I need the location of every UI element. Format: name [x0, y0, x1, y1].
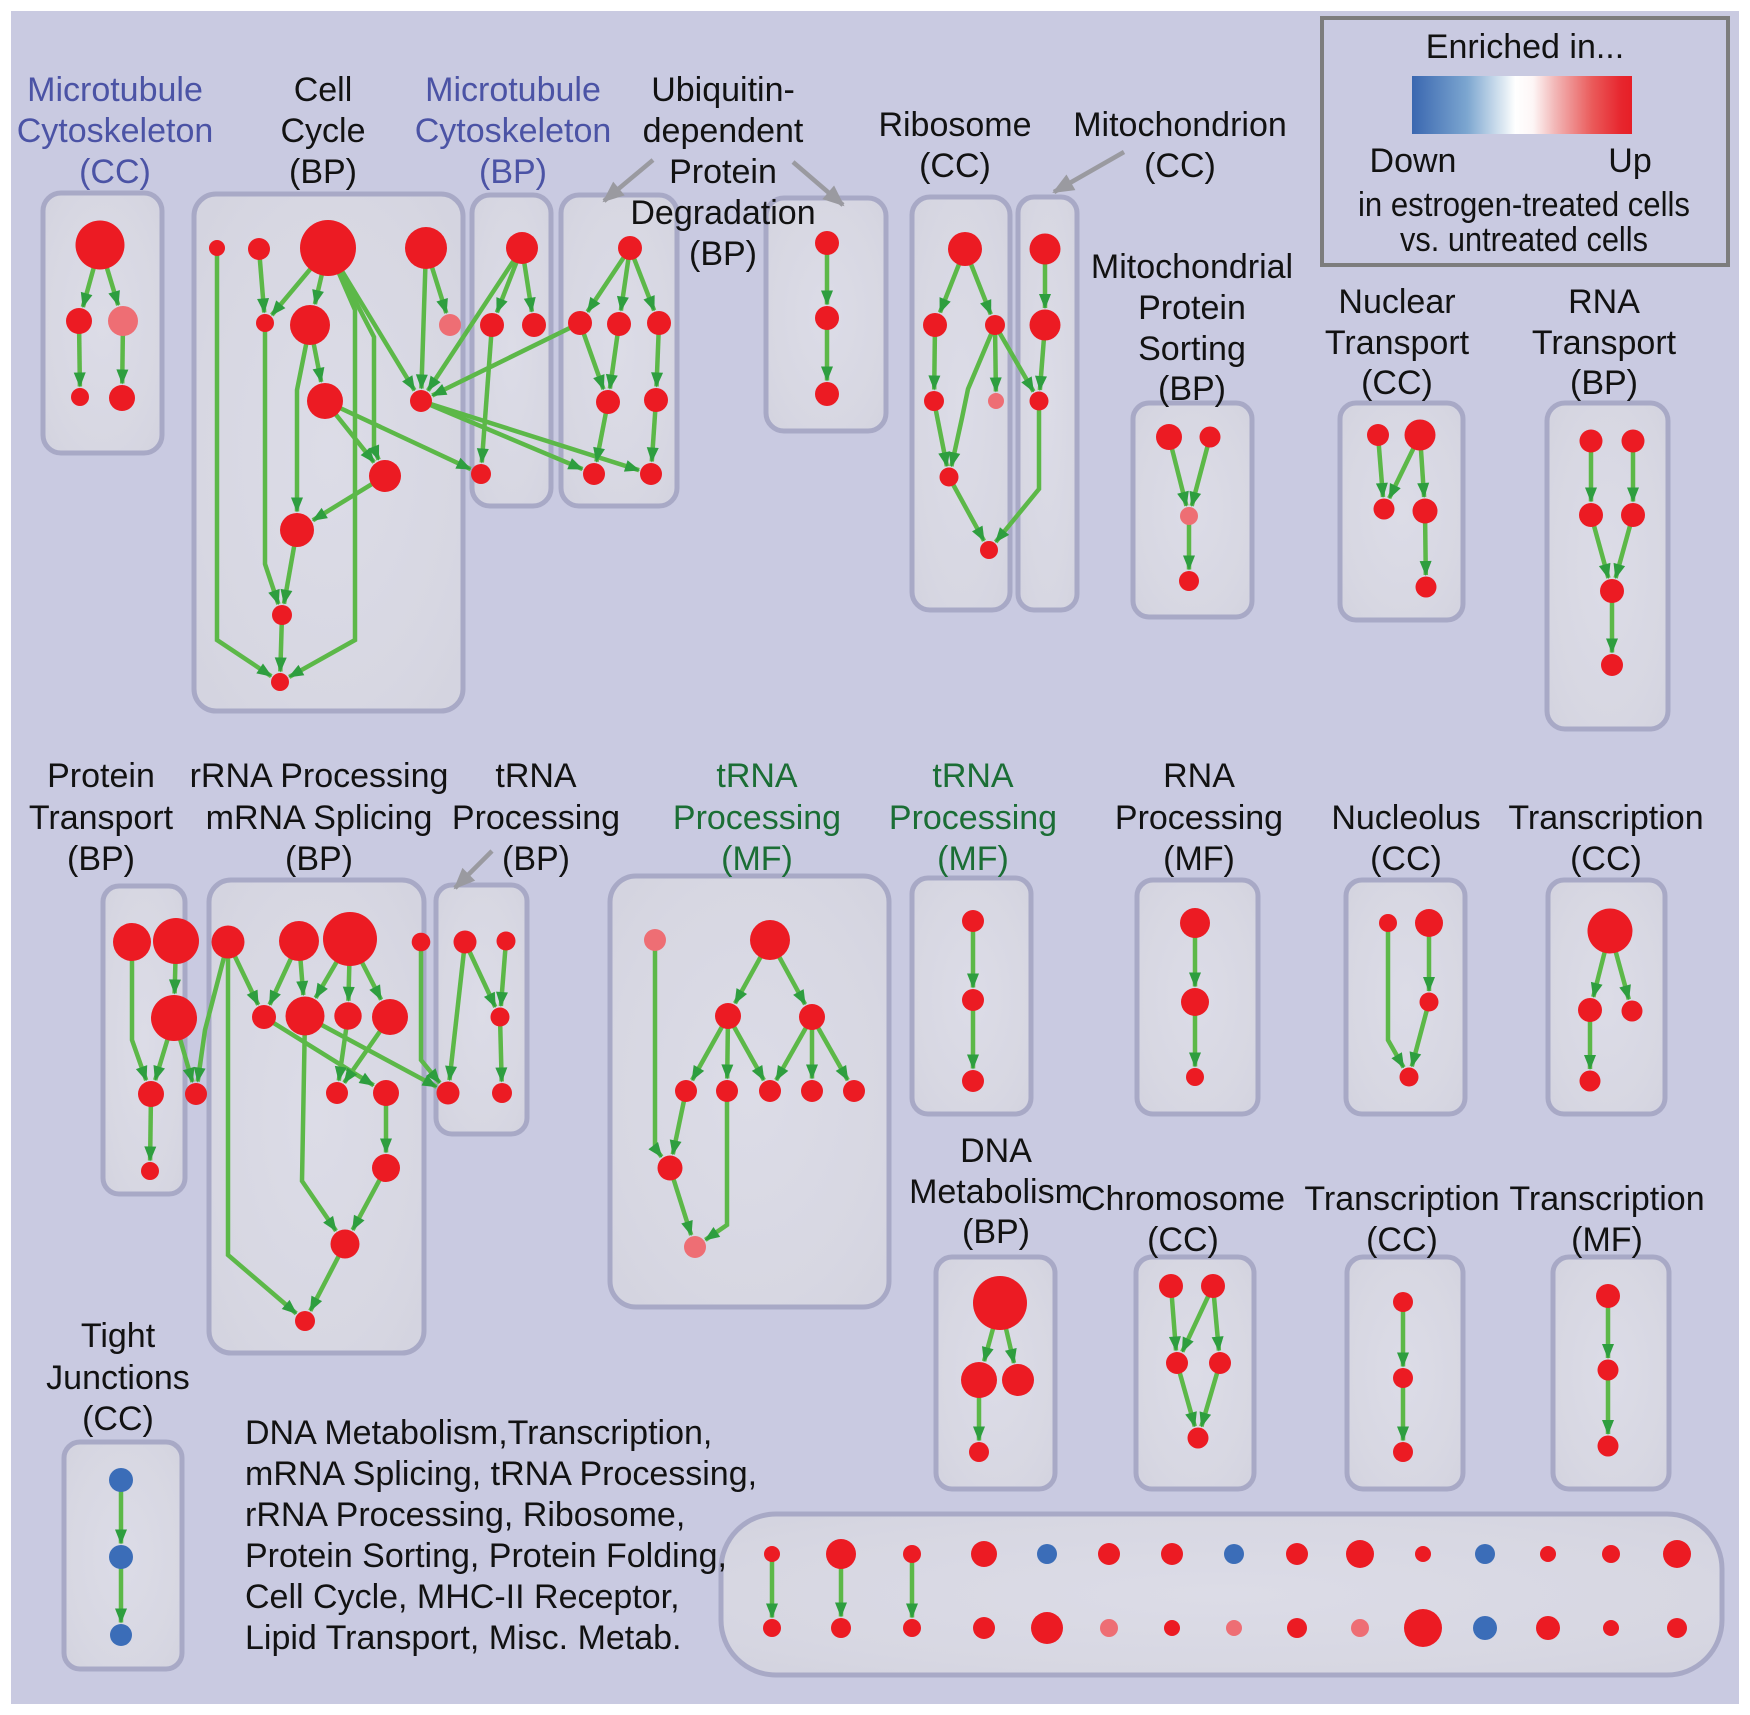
svg-text:Up: Up	[1608, 142, 1651, 180]
svg-text:(BP): (BP)	[1570, 364, 1638, 402]
svg-text:(CC): (CC)	[1370, 840, 1442, 878]
svg-text:(CC): (CC)	[79, 153, 151, 191]
svg-text:(MF): (MF)	[937, 840, 1009, 878]
svg-text:Metabolism: Metabolism	[909, 1173, 1083, 1211]
svg-text:(BP): (BP)	[289, 153, 357, 191]
svg-text:mRNA Splicing, tRNA Processing: mRNA Splicing, tRNA Processing,	[245, 1455, 757, 1493]
svg-text:DNA: DNA	[960, 1132, 1032, 1170]
svg-text:Cycle: Cycle	[280, 112, 365, 150]
svg-text:tRNA: tRNA	[932, 757, 1014, 795]
svg-text:Enriched in...: Enriched in...	[1426, 28, 1624, 66]
svg-text:Degradation: Degradation	[630, 194, 815, 232]
svg-text:RNA: RNA	[1568, 283, 1640, 321]
svg-text:Chromosome: Chromosome	[1081, 1180, 1285, 1218]
svg-text:(CC): (CC)	[1144, 147, 1216, 185]
svg-text:(MF): (MF)	[1571, 1221, 1643, 1259]
svg-text:(BP): (BP)	[67, 840, 135, 878]
svg-text:Ubiquitin-: Ubiquitin-	[651, 71, 795, 109]
svg-text:Transport: Transport	[1325, 324, 1470, 362]
svg-text:(BP): (BP)	[1158, 370, 1226, 408]
svg-text:Transport: Transport	[1532, 324, 1677, 362]
svg-text:Cell Cycle, MHC-II Receptor,: Cell Cycle, MHC-II Receptor,	[245, 1578, 680, 1616]
svg-text:(CC): (CC)	[1147, 1221, 1219, 1259]
svg-text:in estrogen-treated cells: in estrogen-treated cells	[1358, 186, 1690, 224]
svg-text:Microtubule: Microtubule	[425, 71, 601, 109]
svg-text:Processing: Processing	[673, 799, 841, 837]
svg-text:Cytoskeleton: Cytoskeleton	[415, 112, 612, 150]
svg-text:tRNA: tRNA	[495, 757, 577, 795]
svg-text:Processing: Processing	[889, 799, 1057, 837]
svg-text:(CC): (CC)	[919, 147, 991, 185]
svg-text:(BP): (BP)	[689, 235, 757, 273]
svg-text:(CC): (CC)	[1570, 840, 1642, 878]
svg-text:Mitochondrion: Mitochondrion	[1073, 106, 1287, 144]
svg-text:Processing: Processing	[1115, 799, 1283, 837]
svg-text:Tight: Tight	[81, 1317, 156, 1355]
svg-text:(CC): (CC)	[1361, 364, 1433, 402]
svg-text:dependent: dependent	[643, 112, 804, 150]
svg-text:Cytoskeleton: Cytoskeleton	[17, 112, 214, 150]
svg-text:Mitochondrial: Mitochondrial	[1091, 248, 1293, 286]
svg-text:(BP): (BP)	[962, 1213, 1030, 1251]
svg-text:Protein: Protein	[47, 757, 155, 795]
svg-text:(BP): (BP)	[502, 840, 570, 878]
svg-text:Nuclear: Nuclear	[1338, 283, 1455, 321]
svg-text:DNA Metabolism,Transcription,: DNA Metabolism,Transcription,	[245, 1414, 712, 1452]
svg-text:vs. untreated cells: vs. untreated cells	[1400, 221, 1648, 259]
svg-text:Cell: Cell	[294, 71, 353, 109]
svg-text:tRNA: tRNA	[716, 757, 798, 795]
svg-text:(CC): (CC)	[1366, 1221, 1438, 1259]
svg-text:mRNA Splicing: mRNA Splicing	[206, 799, 433, 837]
svg-text:Down: Down	[1370, 142, 1457, 180]
svg-text:Sorting: Sorting	[1138, 330, 1246, 368]
svg-text:(MF): (MF)	[721, 840, 793, 878]
svg-text:Ribosome: Ribosome	[878, 106, 1031, 144]
svg-text:Microtubule: Microtubule	[27, 71, 203, 109]
svg-text:Processing: Processing	[452, 799, 620, 837]
svg-text:Transport: Transport	[29, 799, 174, 837]
svg-text:Nucleolus: Nucleolus	[1331, 799, 1480, 837]
svg-text:(BP): (BP)	[479, 153, 547, 191]
svg-text:Protein: Protein	[669, 153, 777, 191]
svg-text:(MF): (MF)	[1163, 840, 1235, 878]
svg-text:Protein Sorting, Protein Foldi: Protein Sorting, Protein Folding,	[245, 1537, 727, 1575]
svg-text:(CC): (CC)	[82, 1400, 154, 1438]
svg-text:Junctions: Junctions	[46, 1359, 190, 1397]
svg-text:Transcription: Transcription	[1304, 1180, 1499, 1218]
svg-text:rRNA Processing, Ribosome,: rRNA Processing, Ribosome,	[245, 1496, 685, 1534]
svg-text:Transcription: Transcription	[1508, 799, 1703, 837]
svg-text:(BP): (BP)	[285, 840, 353, 878]
svg-text:Protein: Protein	[1138, 289, 1246, 327]
svg-text:Transcription: Transcription	[1509, 1180, 1704, 1218]
svg-text:rRNA Processing: rRNA Processing	[190, 757, 449, 795]
svg-text:Lipid Transport, Misc. Metab.: Lipid Transport, Misc. Metab.	[245, 1619, 682, 1657]
svg-text:RNA: RNA	[1163, 757, 1235, 795]
